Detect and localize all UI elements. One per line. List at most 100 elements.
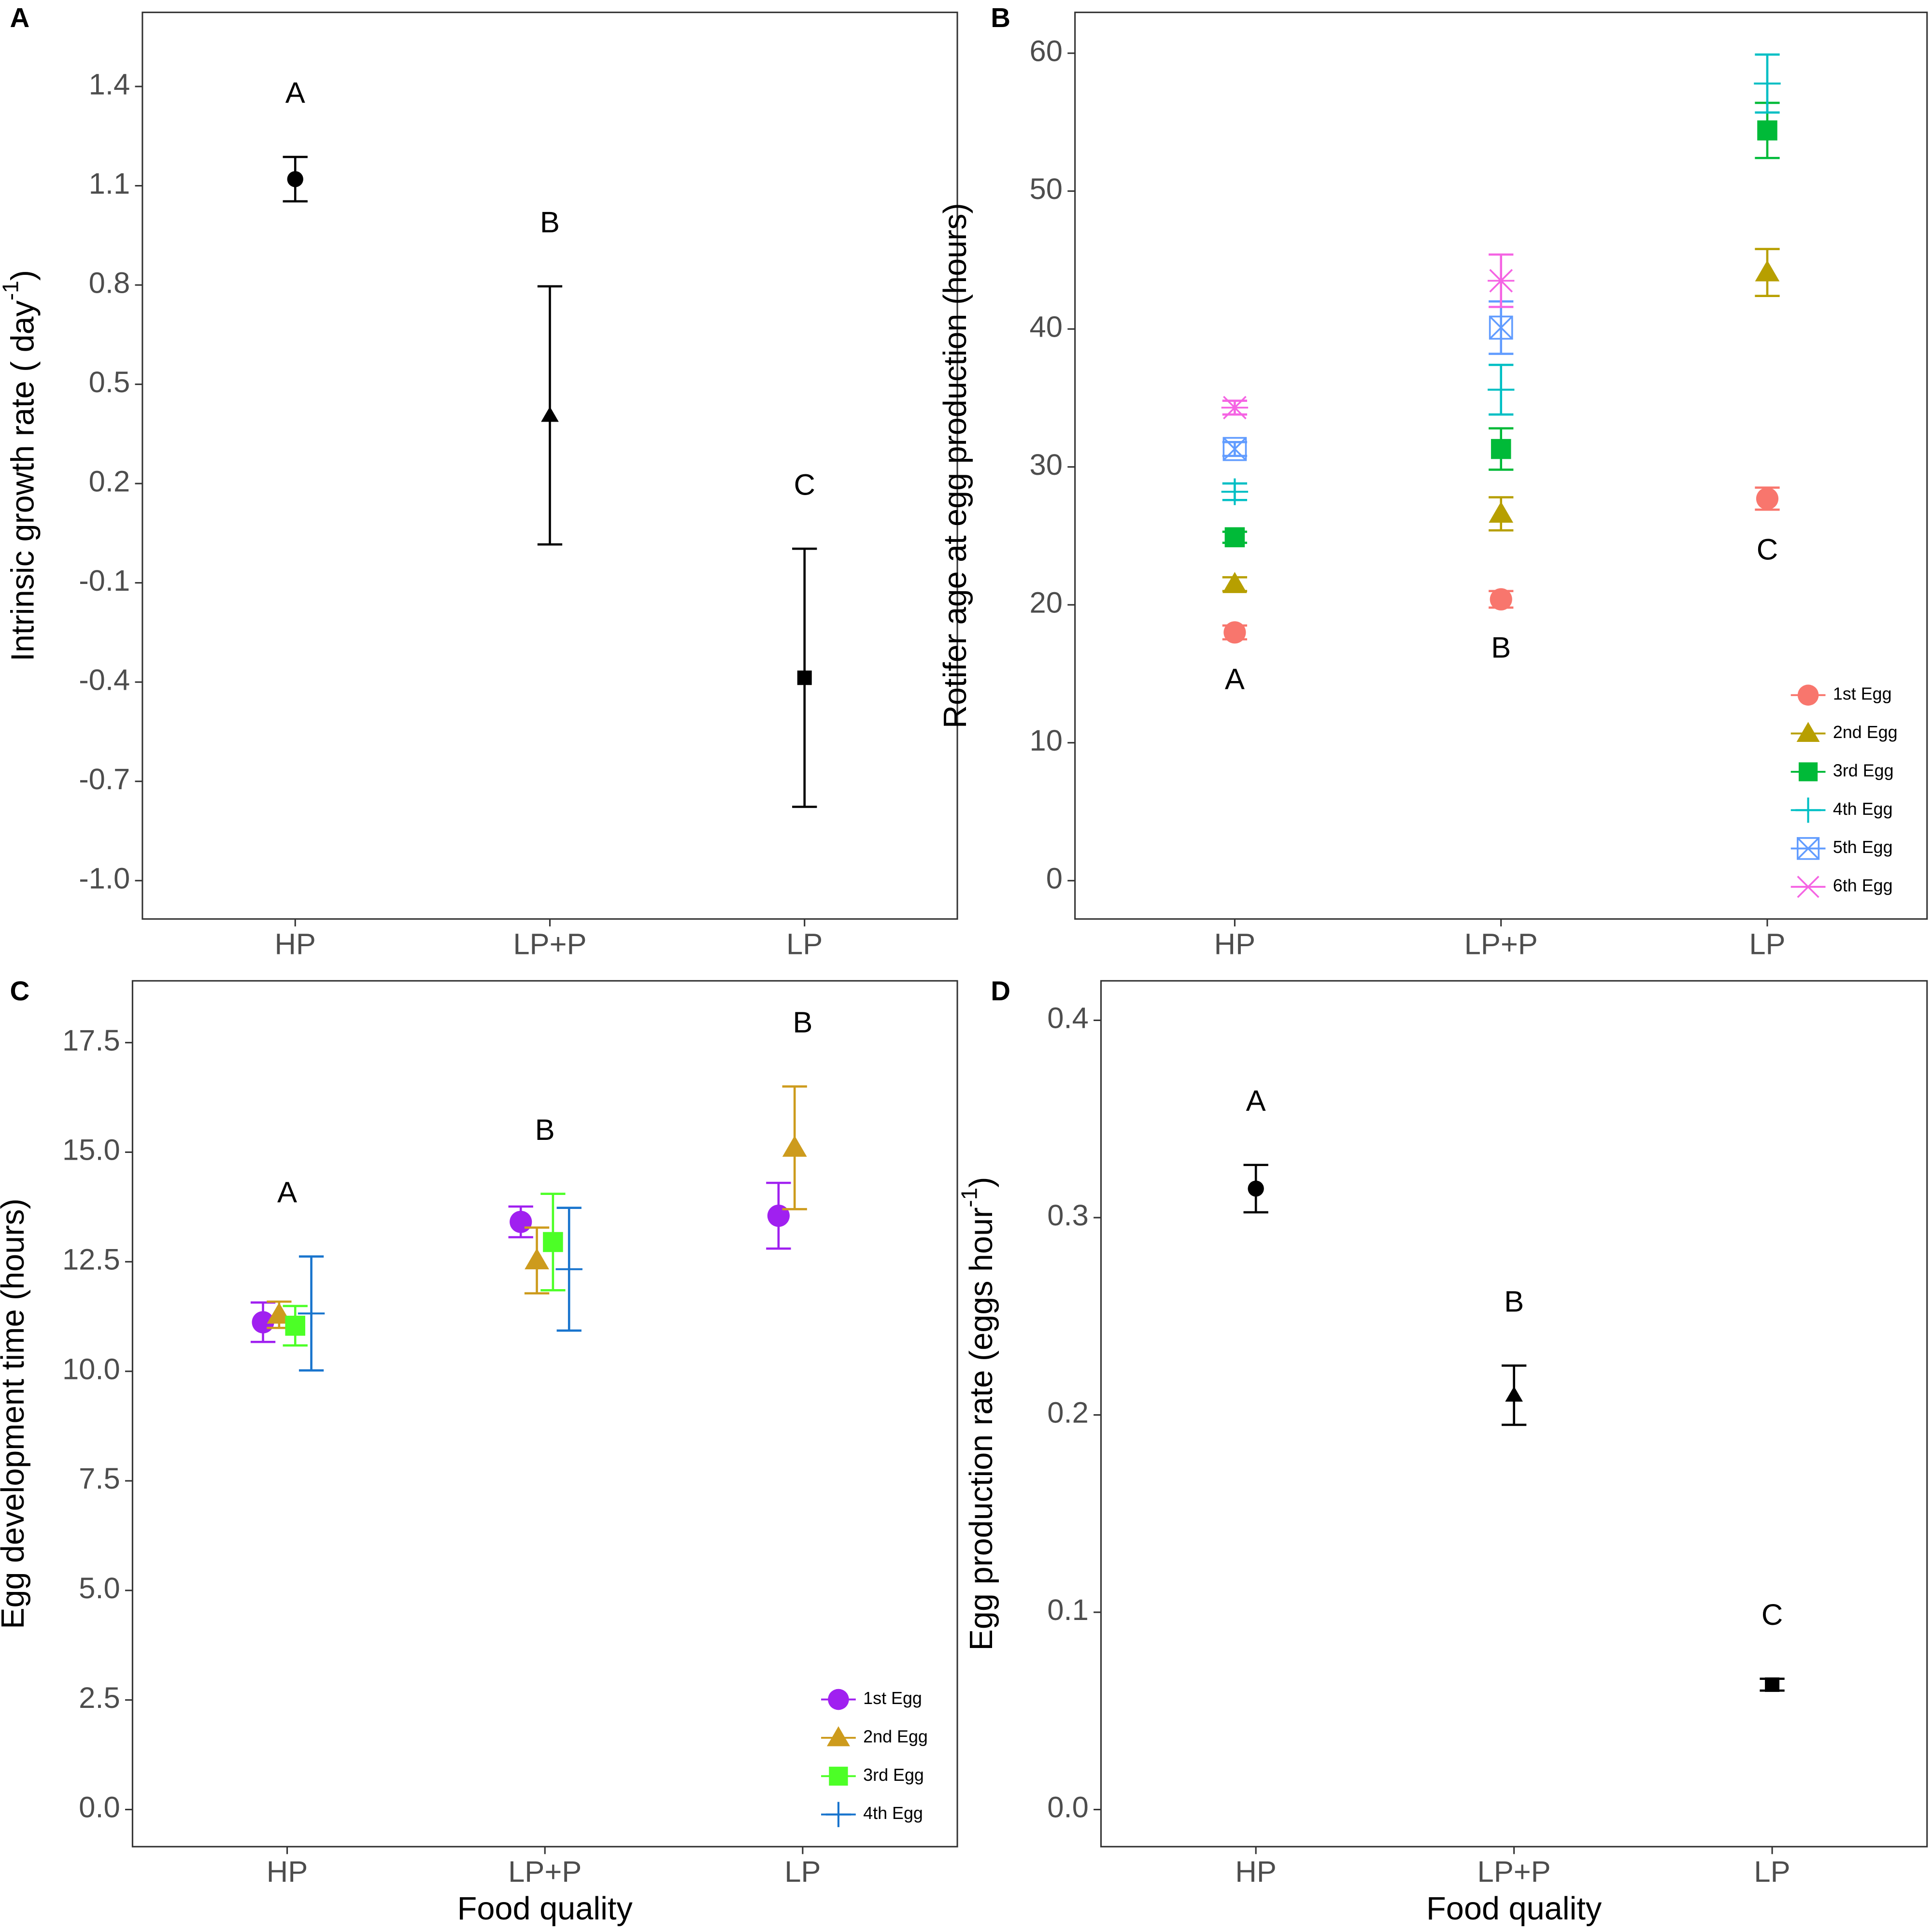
point [825, 1802, 852, 1827]
point [1222, 437, 1247, 461]
x-tick-label: LP+P [1477, 1855, 1551, 1889]
significance-letter: B [1491, 631, 1511, 664]
y-tick-label: 0.2 [89, 465, 130, 498]
point [1765, 1677, 1780, 1692]
legend-label: 2nd Egg [863, 1727, 928, 1746]
significance-letter: C [794, 468, 815, 501]
y-tick-label: 0.5 [89, 366, 130, 399]
legend-label: 1st Egg [1833, 684, 1892, 704]
point [1797, 684, 1819, 706]
y-tick-label: 50 [1030, 172, 1063, 206]
y-tick-label: 12.5 [62, 1243, 120, 1277]
y-axis-label-sup: -1 [0, 281, 23, 300]
y-tick-label: 5.0 [79, 1572, 120, 1605]
y-tick-label: 40 [1030, 310, 1063, 343]
y-tick-label: -0.4 [79, 663, 130, 696]
point [1795, 876, 1821, 898]
point [1222, 572, 1247, 593]
panel-label: D [991, 976, 1010, 1006]
x-tick-label: LP [1749, 927, 1785, 961]
point [1223, 621, 1246, 644]
point [1248, 1180, 1264, 1197]
point [298, 1300, 325, 1327]
significance-letter: A [277, 1176, 297, 1209]
point [1796, 722, 1820, 742]
point [1754, 70, 1781, 97]
point [1490, 588, 1512, 611]
legend-label: 4th Egg [1833, 799, 1893, 819]
significance-letter: C [1762, 1598, 1783, 1632]
y-axis-label: Intrinsic growth rate ( day-1) [0, 270, 41, 661]
point [828, 1689, 849, 1710]
x-tick-label: HP [267, 1855, 308, 1889]
y-axis-label-text: Egg production rate (eggs hour [963, 1208, 999, 1651]
y-tick-label: 0.0 [1047, 1791, 1089, 1824]
point [1505, 1386, 1523, 1402]
y-tick-label: 60 [1030, 34, 1063, 68]
y-tick-label: 0.2 [1047, 1396, 1089, 1430]
x-tick-label: LP [786, 927, 823, 961]
point [525, 1248, 549, 1270]
point [1488, 269, 1515, 293]
x-tick-label: HP [1214, 927, 1255, 961]
y-tick-label: 0.4 [1047, 1002, 1089, 1035]
y-axis-label: Egg production rate (eggs hour-1) [956, 1177, 999, 1651]
point [1221, 478, 1249, 505]
y-axis-label-text: Rotifer age at egg production (hours) [938, 203, 973, 728]
legend-label: 4th Egg [863, 1804, 923, 1823]
point [555, 1256, 582, 1283]
legend-label: 5th Egg [1833, 838, 1893, 857]
plot-frame [131, 980, 958, 1847]
y-tick-label: 0.3 [1047, 1199, 1089, 1232]
legend-label: 2nd Egg [1833, 723, 1898, 742]
y-axis-label: Egg development time (hours) [0, 1198, 30, 1629]
significance-letter: A [1246, 1084, 1266, 1118]
y-tick-label: -0.7 [79, 763, 130, 796]
point [543, 1232, 563, 1252]
y-tick-label: 1.1 [89, 167, 130, 200]
x-tick-label: LP [784, 1855, 821, 1889]
point [782, 1136, 807, 1157]
point [1221, 396, 1249, 420]
x-tick-label: LP+P [1464, 927, 1538, 961]
y-tick-label: 7.5 [79, 1462, 120, 1495]
point [285, 1316, 305, 1336]
y-axis-label-sup: -1 [956, 1188, 981, 1208]
significance-letter: A [285, 76, 305, 110]
panel-label: A [10, 2, 30, 33]
point [1756, 487, 1779, 510]
y-axis-label: Rotifer age at egg production (hours) [938, 203, 973, 728]
point [1795, 797, 1821, 823]
y-tick-label: 1.4 [89, 68, 130, 101]
point [797, 670, 812, 685]
point [826, 1726, 850, 1747]
point [1491, 439, 1511, 459]
significance-letter: B [793, 1006, 812, 1039]
x-tick-label: HP [1235, 1855, 1276, 1889]
x-axis-label: Food quality [1426, 1891, 1602, 1927]
legend-label: 3rd Egg [1833, 761, 1894, 780]
point [1224, 527, 1245, 548]
y-axis-label-end: ) [963, 1177, 999, 1188]
significance-letter: A [1225, 663, 1245, 696]
panel-label: B [991, 2, 1010, 33]
y-axis-label-text: Intrinsic growth rate ( day [5, 300, 41, 661]
significance-letter: B [540, 206, 560, 239]
x-tick-label: HP [274, 927, 315, 961]
y-axis-label-text: Egg development time (hours) [0, 1198, 30, 1629]
point [510, 1210, 532, 1233]
x-tick-label: LP+P [508, 1855, 582, 1889]
panel-label: C [10, 976, 30, 1006]
y-tick-label: 0.8 [89, 266, 130, 299]
y-tick-label: 0.1 [1047, 1593, 1089, 1627]
y-tick-label: 2.5 [79, 1681, 120, 1715]
legend-label: 3rd Egg [863, 1765, 924, 1785]
y-tick-label: 15.0 [62, 1134, 120, 1167]
point [1489, 315, 1513, 340]
point [541, 406, 559, 422]
x-tick-label: LP [1754, 1855, 1790, 1889]
x-tick-label: LP+P [513, 927, 586, 961]
point [829, 1766, 848, 1786]
legend-label: 1st Egg [863, 1689, 922, 1708]
significance-letter: C [1757, 533, 1778, 567]
